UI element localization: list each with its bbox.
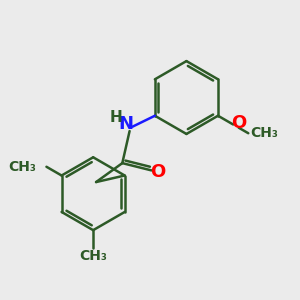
Text: O: O <box>231 114 246 132</box>
Text: N: N <box>118 115 134 133</box>
Text: H: H <box>110 110 123 125</box>
Text: CH₃: CH₃ <box>8 160 36 174</box>
Text: O: O <box>150 163 166 181</box>
Text: CH₃: CH₃ <box>250 126 278 140</box>
Text: CH₃: CH₃ <box>79 249 107 263</box>
